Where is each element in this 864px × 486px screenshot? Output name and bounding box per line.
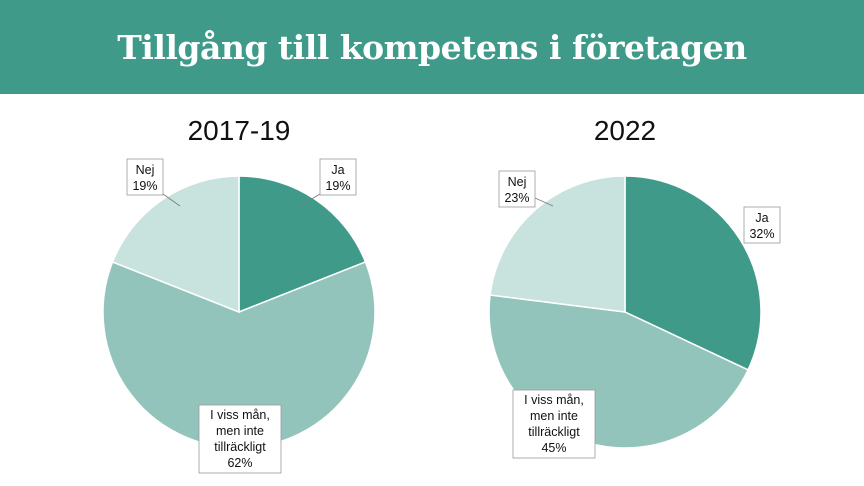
pie2-slice-ja: [624, 175, 762, 371]
pie-title-2: 2022: [594, 115, 656, 146]
pie2-slice-nej: [489, 175, 626, 313]
pie2-label-nej-line-1: Nej: [508, 175, 527, 189]
pie1-label-ja: Ja 19%: [299, 158, 357, 207]
pie2-label-viss-man-line-1: I viss mån,: [524, 393, 584, 407]
header-banner: Tillgång till kompetens i företagen: [0, 0, 864, 94]
pie1-label-nej-line-1: Nej: [136, 163, 155, 177]
pie1-label-viss-man: I viss mån, men inte tillräckligt 62%: [198, 404, 282, 474]
pie1-label-ja-line-1: Ja: [331, 163, 344, 177]
page-title: Tillgång till kompetens i företagen: [117, 27, 747, 67]
pie1-label-nej: Nej 19%: [126, 158, 181, 207]
pie2-label-viss-man-line-2: men inte: [530, 409, 578, 423]
pie-charts: 2017-19 Ja 19% I viss mån, men inte tillräckl…: [102, 115, 781, 474]
pie2-label-nej-line-2: 23%: [504, 191, 529, 205]
pie2-label-viss-man: I viss mån, men inte tillräckligt 45%: [512, 389, 596, 459]
pie2-label-ja-line-1: Ja: [755, 211, 768, 225]
pie1-slice-ja: [238, 175, 367, 314]
pie1-label-viss-man-line-1: I viss mån,: [210, 408, 270, 422]
pie2-label-nej: Nej 23%: [498, 170, 554, 208]
pie-title-1: 2017-19: [188, 115, 291, 146]
pie2-label-ja: Ja 32%: [743, 206, 781, 244]
pie1-label-nej-line-2: 19%: [132, 179, 157, 193]
pie2-label-viss-man-line-3: tillräckligt: [528, 425, 580, 439]
pie1-label-viss-man-line-2: men inte: [216, 424, 264, 438]
pie2-label-viss-man-line-4: 45%: [541, 441, 566, 455]
pie1-label-viss-man-line-3: tillräckligt: [214, 440, 266, 454]
pie1-label-ja-line-2: 19%: [325, 179, 350, 193]
pie1-slice-nej: [111, 175, 240, 314]
pie2-label-ja-line-2: 32%: [749, 227, 774, 241]
pie1-label-viss-man-line-4: 62%: [227, 456, 252, 470]
